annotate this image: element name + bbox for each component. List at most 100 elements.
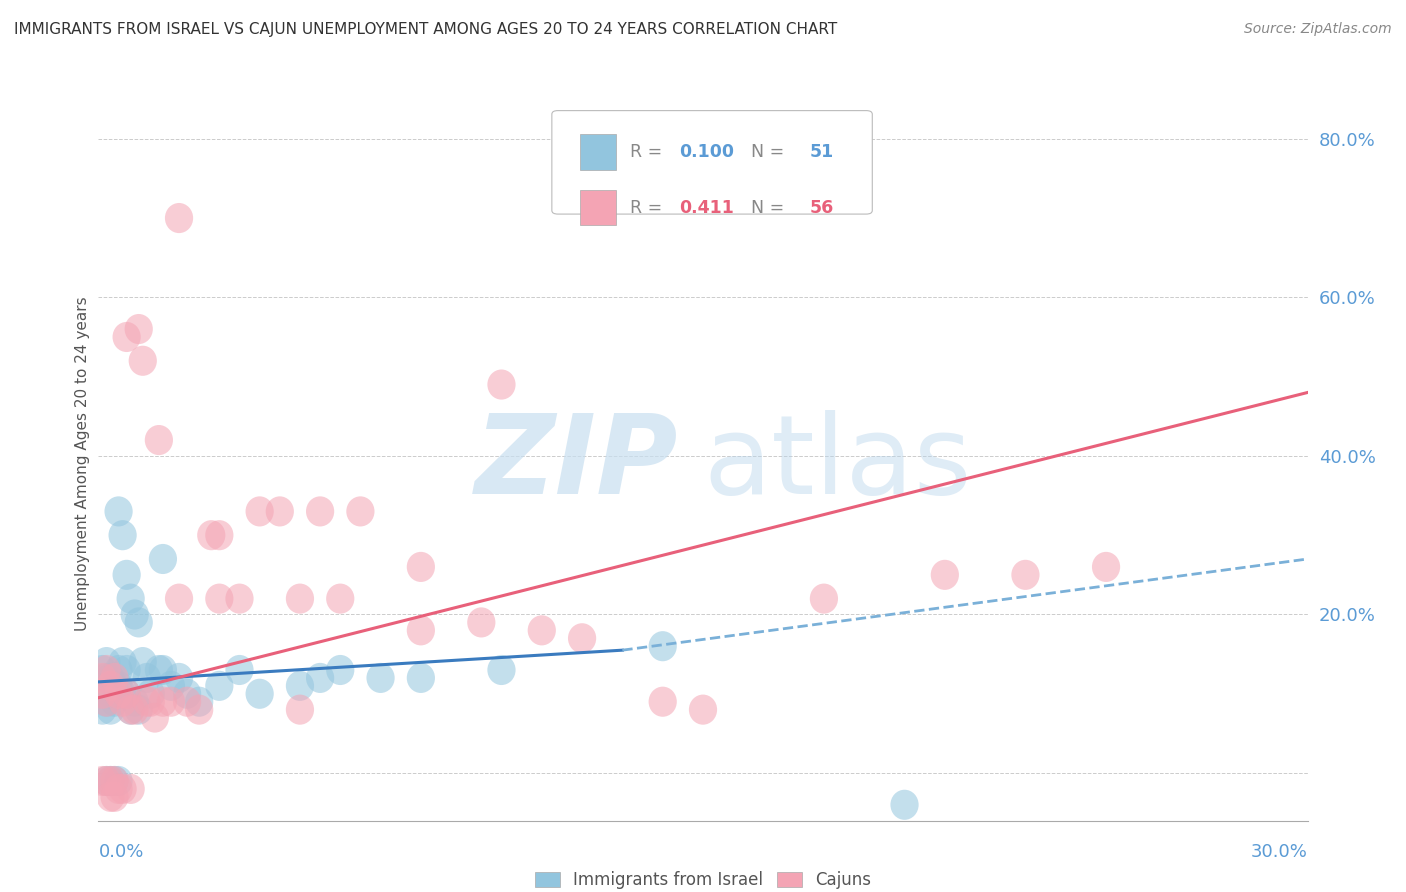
Ellipse shape — [117, 583, 145, 614]
Text: R =: R = — [630, 199, 666, 217]
Ellipse shape — [406, 615, 434, 646]
Ellipse shape — [129, 647, 157, 677]
Ellipse shape — [205, 671, 233, 701]
Ellipse shape — [810, 583, 838, 614]
Ellipse shape — [165, 583, 193, 614]
Text: IMMIGRANTS FROM ISRAEL VS CAJUN UNEMPLOYMENT AMONG AGES 20 TO 24 YEARS CORRELATI: IMMIGRANTS FROM ISRAEL VS CAJUN UNEMPLOY… — [14, 22, 838, 37]
Text: 0.100: 0.100 — [679, 143, 734, 161]
Ellipse shape — [97, 766, 125, 796]
Ellipse shape — [246, 679, 274, 709]
FancyBboxPatch shape — [579, 190, 616, 226]
Ellipse shape — [129, 346, 157, 376]
Ellipse shape — [406, 663, 434, 693]
Ellipse shape — [141, 703, 169, 732]
Text: 56: 56 — [810, 199, 834, 217]
Ellipse shape — [246, 496, 274, 526]
Ellipse shape — [307, 496, 335, 526]
Ellipse shape — [89, 655, 117, 685]
Ellipse shape — [97, 671, 125, 701]
FancyBboxPatch shape — [551, 111, 872, 214]
Ellipse shape — [266, 496, 294, 526]
Ellipse shape — [136, 679, 165, 709]
Ellipse shape — [89, 766, 117, 796]
Ellipse shape — [121, 695, 149, 724]
Ellipse shape — [326, 583, 354, 614]
Text: ZIP: ZIP — [475, 410, 679, 517]
Ellipse shape — [173, 687, 201, 717]
Ellipse shape — [108, 679, 136, 709]
Ellipse shape — [165, 203, 193, 233]
Ellipse shape — [346, 496, 374, 526]
Ellipse shape — [89, 679, 117, 709]
Ellipse shape — [93, 655, 121, 685]
Ellipse shape — [121, 687, 149, 717]
Ellipse shape — [100, 671, 129, 701]
Ellipse shape — [108, 774, 136, 804]
Ellipse shape — [97, 679, 125, 709]
Ellipse shape — [117, 774, 145, 804]
Ellipse shape — [197, 520, 225, 550]
Text: 30.0%: 30.0% — [1251, 843, 1308, 861]
Ellipse shape — [108, 647, 136, 677]
Text: R =: R = — [630, 143, 666, 161]
Ellipse shape — [112, 655, 141, 685]
Ellipse shape — [285, 583, 314, 614]
Ellipse shape — [93, 687, 121, 717]
Ellipse shape — [890, 789, 918, 820]
Text: atlas: atlas — [703, 410, 972, 517]
Text: 51: 51 — [810, 143, 834, 161]
Ellipse shape — [125, 695, 153, 724]
Ellipse shape — [132, 663, 160, 693]
Ellipse shape — [97, 695, 125, 724]
Ellipse shape — [145, 425, 173, 455]
Ellipse shape — [97, 766, 125, 796]
Ellipse shape — [186, 695, 214, 724]
Ellipse shape — [367, 663, 395, 693]
Ellipse shape — [467, 607, 495, 638]
Ellipse shape — [89, 695, 117, 724]
Ellipse shape — [1092, 552, 1121, 582]
Ellipse shape — [173, 679, 201, 709]
Ellipse shape — [149, 687, 177, 717]
Ellipse shape — [125, 607, 153, 638]
Ellipse shape — [112, 322, 141, 352]
Ellipse shape — [104, 496, 132, 526]
Ellipse shape — [112, 679, 141, 709]
Ellipse shape — [104, 671, 132, 701]
Ellipse shape — [132, 687, 160, 717]
Legend: Immigrants from Israel, Cajuns: Immigrants from Israel, Cajuns — [530, 866, 876, 892]
Ellipse shape — [205, 520, 233, 550]
Ellipse shape — [157, 671, 186, 701]
Ellipse shape — [121, 599, 149, 630]
Text: Source: ZipAtlas.com: Source: ZipAtlas.com — [1244, 22, 1392, 37]
Ellipse shape — [100, 687, 129, 717]
Ellipse shape — [648, 632, 676, 661]
Ellipse shape — [488, 369, 516, 400]
Ellipse shape — [93, 647, 121, 677]
Text: N =: N = — [751, 199, 789, 217]
Ellipse shape — [97, 663, 125, 693]
Ellipse shape — [108, 520, 136, 550]
Ellipse shape — [125, 314, 153, 344]
Ellipse shape — [285, 695, 314, 724]
Ellipse shape — [93, 766, 121, 796]
FancyBboxPatch shape — [579, 134, 616, 169]
Y-axis label: Unemployment Among Ages 20 to 24 years: Unemployment Among Ages 20 to 24 years — [75, 296, 90, 632]
Ellipse shape — [165, 663, 193, 693]
Ellipse shape — [100, 766, 129, 796]
Ellipse shape — [145, 655, 173, 685]
Ellipse shape — [488, 655, 516, 685]
Text: 0.411: 0.411 — [679, 199, 734, 217]
Ellipse shape — [117, 695, 145, 724]
Ellipse shape — [1011, 560, 1039, 590]
Ellipse shape — [186, 687, 214, 717]
Ellipse shape — [100, 766, 129, 796]
Ellipse shape — [689, 695, 717, 724]
Ellipse shape — [112, 679, 141, 709]
Ellipse shape — [157, 687, 186, 717]
Ellipse shape — [104, 766, 132, 796]
Ellipse shape — [205, 583, 233, 614]
Ellipse shape — [100, 781, 129, 812]
Ellipse shape — [225, 655, 253, 685]
Ellipse shape — [225, 583, 253, 614]
